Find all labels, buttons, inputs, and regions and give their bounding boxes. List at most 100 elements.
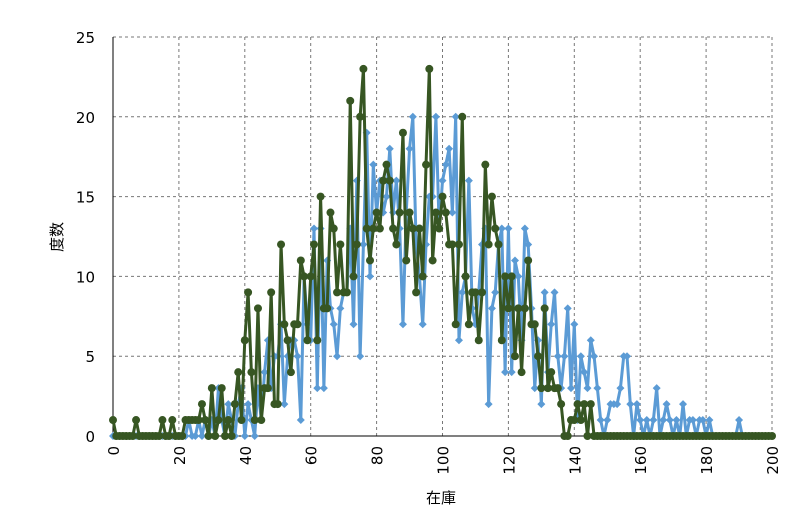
data-point <box>369 224 378 233</box>
data-point <box>560 352 569 361</box>
x-tick-label: 200 <box>764 446 782 475</box>
data-point <box>570 320 579 329</box>
data-point <box>240 432 249 440</box>
data-point <box>405 208 414 217</box>
data-point <box>382 192 391 201</box>
data-point <box>408 112 417 121</box>
data-point <box>514 272 523 281</box>
data-point <box>507 272 516 281</box>
data-point <box>553 352 562 361</box>
data-point <box>309 240 318 249</box>
data-point <box>540 304 549 313</box>
data-point <box>204 432 213 440</box>
data-point <box>563 432 572 440</box>
data-point <box>240 336 249 345</box>
data-point <box>520 304 529 313</box>
data-point <box>543 384 552 393</box>
data-point <box>474 336 483 345</box>
data-point <box>451 320 460 329</box>
data-point <box>448 240 457 249</box>
data-point <box>642 416 651 425</box>
data-point <box>395 208 404 217</box>
data-point <box>155 432 164 440</box>
data-point <box>415 224 424 233</box>
data-point <box>616 384 625 393</box>
data-point <box>425 64 434 73</box>
x-tick-label: 180 <box>698 446 716 475</box>
x-tick-label: 100 <box>435 446 453 475</box>
data-point <box>333 352 342 361</box>
data-point <box>438 176 447 185</box>
data-point <box>369 160 378 169</box>
data-point <box>507 368 516 377</box>
data-point <box>550 288 559 297</box>
x-axis-label: 在庫 <box>426 489 456 507</box>
data-point <box>336 240 345 249</box>
data-point <box>497 336 506 345</box>
data-point <box>665 416 674 425</box>
data-point <box>573 400 582 409</box>
data-point <box>705 416 714 425</box>
data-point <box>277 240 286 249</box>
data-point <box>283 336 292 345</box>
data-point <box>580 368 589 377</box>
data-point <box>471 288 480 297</box>
data-point <box>227 432 236 440</box>
data-point <box>329 224 338 233</box>
data-point <box>448 208 457 217</box>
data-point <box>359 240 368 249</box>
data-point <box>636 416 645 425</box>
data-point <box>385 144 394 153</box>
data-point <box>547 320 556 329</box>
data-point <box>557 400 566 409</box>
data-point <box>494 240 503 249</box>
data-point <box>626 400 635 409</box>
data-point <box>293 320 302 329</box>
data-point <box>329 320 338 329</box>
data-point <box>504 304 513 313</box>
data-point <box>596 416 605 425</box>
data-point <box>418 320 427 329</box>
data-point <box>323 304 332 313</box>
data-point <box>478 288 487 297</box>
data-point <box>244 400 253 409</box>
data-point <box>313 336 322 345</box>
data-point <box>517 368 526 377</box>
data-point <box>237 416 246 425</box>
x-tick-label: 120 <box>500 446 518 475</box>
data-point <box>576 416 585 425</box>
data-point <box>540 288 549 297</box>
data-point <box>662 400 671 409</box>
data-point <box>418 272 427 281</box>
data-point <box>698 416 707 425</box>
data-point <box>613 400 622 409</box>
x-tick-label: 160 <box>632 446 650 475</box>
data-point <box>590 352 599 361</box>
data-point <box>296 416 305 425</box>
data-point <box>253 304 262 313</box>
data-point <box>484 400 493 409</box>
data-point <box>342 288 351 297</box>
data-point <box>504 224 513 233</box>
data-point <box>520 224 529 233</box>
data-point <box>491 224 500 233</box>
data-point <box>211 432 220 440</box>
x-tick-label: 140 <box>566 446 584 475</box>
data-point <box>530 320 539 329</box>
data-point <box>128 432 137 440</box>
data-point <box>659 416 668 425</box>
data-point <box>534 352 543 361</box>
data-point <box>501 272 510 281</box>
data-point <box>224 416 233 425</box>
data-point <box>250 432 259 440</box>
data-point <box>280 320 289 329</box>
x-tick-label: 60 <box>303 446 321 465</box>
data-point <box>567 384 576 393</box>
data-point <box>263 384 272 393</box>
data-point <box>257 416 266 425</box>
data-point <box>398 128 407 137</box>
data-point <box>586 336 595 345</box>
data-point <box>372 208 381 217</box>
data-point <box>250 416 259 425</box>
data-point <box>375 224 384 233</box>
